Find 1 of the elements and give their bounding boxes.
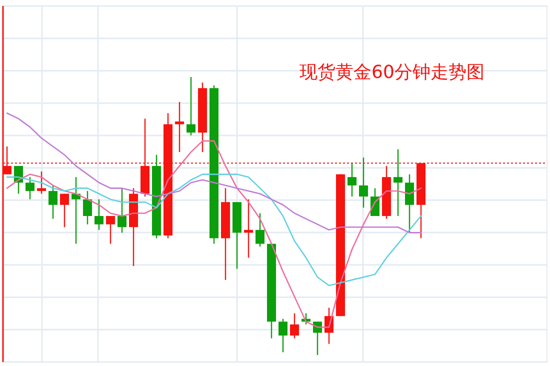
chart-title: 现货黄金60分钟走势图 [300, 62, 484, 83]
